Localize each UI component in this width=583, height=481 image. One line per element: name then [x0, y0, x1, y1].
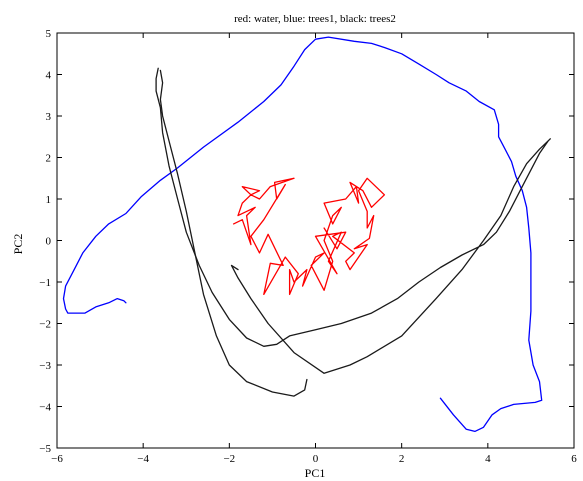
- y-tick-label: −4: [39, 402, 51, 414]
- y-tick-label: −3: [39, 360, 51, 372]
- y-tick-label: 2: [46, 153, 52, 165]
- y-tick-label: 4: [46, 70, 52, 82]
- series-line-water: [232, 177, 386, 296]
- y-axis-title: PC2: [11, 234, 25, 255]
- y-tick-label: −2: [39, 319, 51, 331]
- x-tick-label: −6: [51, 453, 63, 465]
- x-tick-label: −4: [137, 453, 149, 465]
- y-tick-label: 5: [46, 28, 52, 40]
- series-line-trees1: [62, 36, 543, 433]
- y-tick-label: −5: [39, 443, 51, 455]
- x-tick-label: 2: [399, 453, 405, 465]
- x-tick-label: −2: [223, 453, 235, 465]
- x-tick-label: 0: [313, 453, 319, 465]
- axis-ticks: −6 −4 −2 0 2 4 6 −5 −4 −3 −2 −1 0 1 2 3 4 5: [39, 28, 577, 465]
- y-tick-label: −1: [39, 277, 51, 289]
- chart-title: red: water, blue: trees1, black: trees2: [234, 13, 396, 25]
- series-layer: [62, 36, 551, 433]
- plot-area-frame: [56, 32, 575, 449]
- series-line-trees2-branch: [159, 69, 308, 397]
- y-tick-label: 0: [46, 236, 52, 248]
- series-line-trees2: [155, 67, 551, 374]
- x-tick-label: 4: [485, 453, 491, 465]
- y-tick-label: 1: [46, 194, 52, 206]
- y-tick-label: 3: [46, 111, 52, 123]
- x-tick-label: 6: [571, 453, 577, 465]
- x-axis-title: PC1: [305, 466, 326, 480]
